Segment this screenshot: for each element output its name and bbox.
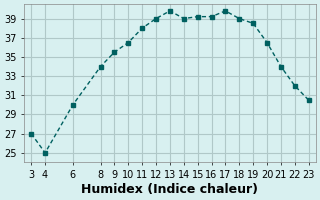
- X-axis label: Humidex (Indice chaleur): Humidex (Indice chaleur): [81, 183, 259, 196]
